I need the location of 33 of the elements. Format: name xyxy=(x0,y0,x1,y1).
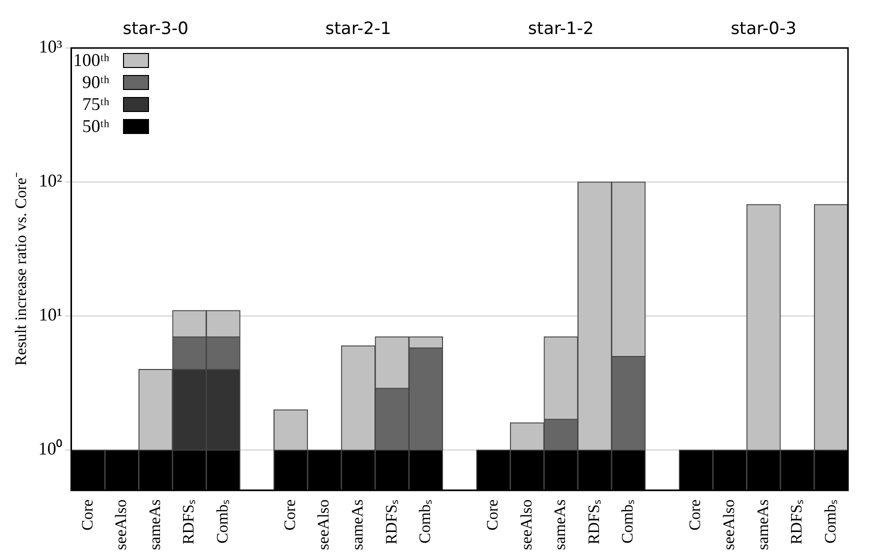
text: star-1-2 xyxy=(528,18,594,39)
x-tick-label: RDFSₛ xyxy=(788,499,806,544)
x-tick-label: Core xyxy=(282,499,299,530)
x-tick-label: Combₛ xyxy=(822,499,840,544)
text: star-3-0 xyxy=(122,18,189,39)
x-tick-label: Combₛ xyxy=(214,499,232,544)
x-tick-label: RDFSₛ xyxy=(383,499,400,544)
x-tick-label: seeAlso xyxy=(113,499,130,550)
legend-label: 50ᵗʰ xyxy=(81,116,110,136)
x-tick-label: Core xyxy=(79,499,96,530)
x-tick-label: seeAlso xyxy=(720,499,738,550)
legend-label: 90ᵗʰ xyxy=(81,72,110,92)
text: star-2-1 xyxy=(325,18,392,39)
x-tick-label: sameAs xyxy=(146,499,164,550)
y-axis-title: Result increase ratio vs. Core⁻ xyxy=(12,172,30,366)
x-tick-label: sameAs xyxy=(552,499,570,550)
y-tick-label: 10³ xyxy=(38,36,63,57)
x-tick-label: seeAlso xyxy=(518,499,536,550)
x-tick-label: seeAlso xyxy=(316,499,333,550)
x-tick-label: Core xyxy=(484,499,502,530)
legend-label: 100ᵗʰ xyxy=(73,50,110,70)
text: star-0-3 xyxy=(730,18,796,39)
x-tick-label: sameAs xyxy=(754,499,772,550)
x-tick-label: Combₛ xyxy=(620,499,637,544)
y-tick-label: 10⁰ xyxy=(38,438,62,459)
y-tick-label: 10¹ xyxy=(38,304,62,325)
x-tick-label: RDFSₛ xyxy=(586,499,603,544)
x-tick-label: RDFSₛ xyxy=(180,499,198,544)
x-tick-label: sameAs xyxy=(349,499,366,550)
x-tick-label: Core xyxy=(687,499,704,530)
y-tick-label: 10² xyxy=(38,170,62,191)
legend-label: 75ᵗʰ xyxy=(81,94,110,114)
x-tick-label: Combₛ xyxy=(417,499,434,544)
